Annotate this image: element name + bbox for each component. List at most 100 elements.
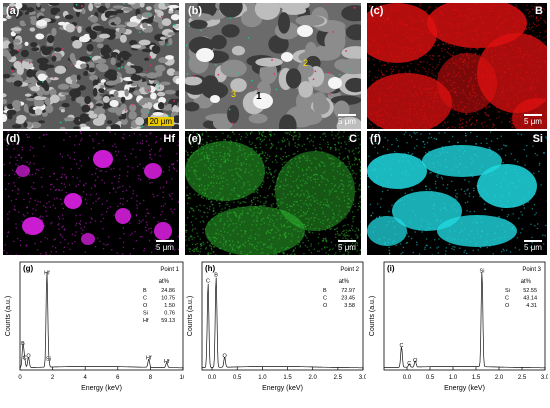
x-axis-label: Energy (keV) xyxy=(444,385,485,392)
element-label-hf: Hf xyxy=(163,133,175,145)
composition-value: 4.31 xyxy=(526,303,537,309)
panel-a: (a) 20 μm xyxy=(3,3,179,129)
spectrum-panel-i: 0.0 0.5 1.0 1.5 2.0 2.5 3.0 Energy (keV) Counts … xyxy=(366,258,548,406)
composition-element: O xyxy=(143,303,148,309)
element-label-b: B xyxy=(535,5,543,17)
peak-label: Si xyxy=(480,268,485,274)
composition-element: C xyxy=(323,296,327,302)
point-title: Point 2 xyxy=(340,267,359,273)
elemental-signal xyxy=(185,131,361,255)
eds-spectrum-point-3: 0.0 0.5 1.0 1.5 2.0 2.5 3.0 Energy (keV) Counts … xyxy=(369,261,548,392)
elemental-signal xyxy=(367,3,547,129)
x-tick-label: 2.5 xyxy=(334,375,343,381)
panel-b: (b) 1 2 3 5 μm xyxy=(185,3,361,129)
point-marker-2: 2 xyxy=(303,58,309,68)
x-tick-label: 0.5 xyxy=(426,375,435,381)
panel-label-e: (e) xyxy=(188,133,202,145)
scale-bar-text-d: 5 μm xyxy=(156,243,174,252)
peak-label: O xyxy=(413,358,418,364)
plot-frame xyxy=(19,261,184,371)
point-marker-1: 1 xyxy=(256,91,262,102)
scale-bar-e: 5 μm xyxy=(338,240,356,252)
panel-label: (g) xyxy=(23,264,34,273)
point-marker-3: 3 xyxy=(231,89,237,99)
spectrum-line xyxy=(19,272,183,369)
plot-frame xyxy=(201,261,364,371)
panel-label: (h) xyxy=(205,264,216,273)
sem-image-b xyxy=(185,3,361,129)
composition-element: B xyxy=(143,288,147,294)
peak-label: O xyxy=(223,354,228,360)
panel-c: (c) B 5 μm xyxy=(367,3,547,129)
x-tick-label: 8 xyxy=(149,375,153,381)
peak-label: Si xyxy=(46,357,51,363)
x-tick-label: 0.0 xyxy=(403,375,412,381)
panel-label-f: (f) xyxy=(370,133,381,145)
eds-spectrum-point-1: 0 2 4 6 8 10 Energy (keV) Counts (a.u.) (g) Point… xyxy=(5,261,186,392)
composition-element: O xyxy=(505,303,510,309)
y-axis-label: Counts (a.u.) xyxy=(187,296,194,336)
spectrum-line xyxy=(202,277,363,369)
scale-bar-b: 5 μm xyxy=(338,114,356,126)
eds-map-c xyxy=(185,131,361,255)
scale-bar-text-a: 20 μm xyxy=(149,117,172,126)
scale-bar-f: 5 μm xyxy=(524,240,542,252)
grain-texture xyxy=(3,3,179,129)
composition-header: at% xyxy=(339,279,350,285)
scale-bar-text-f: 5 μm xyxy=(524,243,542,252)
peak-label: Hf xyxy=(164,359,170,365)
scale-bar-text-e: 5 μm xyxy=(338,243,356,252)
x-tick-label: 10 xyxy=(180,375,186,381)
y-axis-label: Counts (a.u.) xyxy=(5,296,12,336)
peak-label: Hf xyxy=(146,356,152,362)
grain-texture xyxy=(185,3,361,129)
scale-bar-a: 20 μm xyxy=(147,117,174,126)
x-tick-label: 3.0 xyxy=(541,375,548,381)
x-tick-label: 1.5 xyxy=(283,375,292,381)
panel-label-b: (b) xyxy=(188,5,203,17)
composition-value: 1.50 xyxy=(164,303,175,309)
composition-value: 23.45 xyxy=(341,296,355,302)
composition-header: at% xyxy=(159,279,170,285)
spectrum-line xyxy=(384,272,545,369)
panel-label-c: (c) xyxy=(370,5,384,17)
peak-label: C xyxy=(23,356,27,362)
x-tick-label: 6 xyxy=(116,375,120,381)
composition-value: 52.55 xyxy=(523,288,537,294)
x-tick-label: 2.0 xyxy=(495,375,504,381)
peak-label: O xyxy=(26,354,31,360)
composition-value: 43.14 xyxy=(523,296,537,302)
y-axis-label: Counts (a.u.) xyxy=(369,296,376,336)
composition-element: Si xyxy=(505,288,510,294)
peak-label: B xyxy=(21,341,25,347)
panel-label: (i) xyxy=(387,264,395,273)
scale-bar-c: 5 μm xyxy=(524,114,542,126)
composition-element: O xyxy=(323,303,328,309)
eds-map-b xyxy=(367,3,547,129)
plot-frame xyxy=(383,261,546,371)
x-tick-label: 2 xyxy=(51,375,55,381)
scale-bar-text-b: 5 μm xyxy=(338,117,356,126)
x-tick-label: 0.5 xyxy=(233,375,242,381)
panel-label-d: (d) xyxy=(6,133,21,145)
x-tick-label: 1.5 xyxy=(472,375,481,381)
composition-value: 59.13 xyxy=(161,318,175,324)
panel-e: (e) C 5 μm xyxy=(185,131,361,255)
composition-value: 72.97 xyxy=(341,288,355,294)
composition-element: B xyxy=(323,288,327,294)
x-tick-label: 1.0 xyxy=(449,375,458,381)
spectrum-panel-g: 0 2 4 6 8 10 Energy (keV) Counts (a.u.) (g) Point… xyxy=(2,258,186,406)
peak-label: C xyxy=(407,361,411,367)
elemental-signal xyxy=(367,131,547,255)
composition-value: 24.86 xyxy=(161,288,175,294)
eds-spectrum-point-2: 0.0 0.5 1.0 1.5 2.0 2.5 3.0 Energy (keV) Counts … xyxy=(187,261,366,392)
point-title: Point 1 xyxy=(160,267,179,273)
composition-value: 0.76 xyxy=(164,311,175,317)
x-axis-label: Energy (keV) xyxy=(81,385,122,392)
composition-element: C xyxy=(143,296,147,302)
composition-element: Si xyxy=(143,311,148,317)
composition-header: at% xyxy=(521,279,532,285)
spectrum-panel-h: 0.0 0.5 1.0 1.5 2.0 2.5 3.0 Energy (keV) Counts … xyxy=(184,258,366,406)
x-tick-label: 3.0 xyxy=(359,375,366,381)
sem-image-a xyxy=(3,3,179,129)
